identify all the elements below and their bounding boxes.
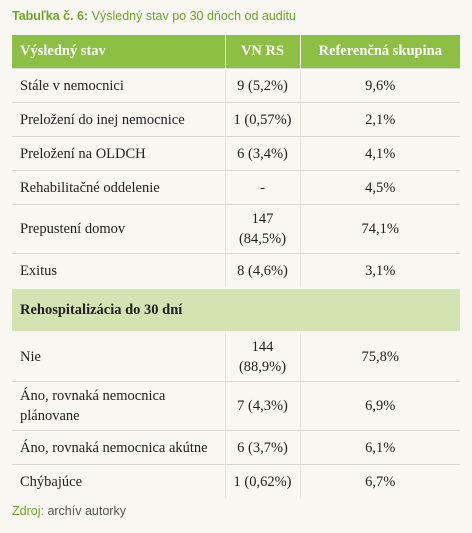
table-cell: Stále v nemocnici <box>12 68 225 103</box>
table-cell: 2,1% <box>299 102 460 137</box>
header-cell: Výsledný stav <box>12 35 225 69</box>
header-row: Výsledný stav VN RS Referenčná skupina <box>12 35 460 69</box>
table-row: Áno, rovnaká nemocnica plánovane 7 (4,3%)… <box>12 381 460 431</box>
header-cell: VN RS <box>224 35 300 69</box>
table-cell: Áno, rovnaká nemocnica plánovane <box>12 381 225 431</box>
table-row: Chýbajúce 1 (0,62%) 6,7% <box>12 464 460 498</box>
caption: Tabuľka č. 6: Výsledný stav po 30 dňoch … <box>12 9 296 23</box>
table-cell: 144 (88,9%) <box>224 331 300 382</box>
table-cell: 6,7% <box>299 464 460 498</box>
table-body: Stále v nemocnici 9 (5,2%) 9,6% Preložení d… <box>12 68 460 498</box>
table-cell: Áno, rovnaká nemocnica akútne <box>12 430 225 465</box>
source-label: Zdroj: <box>12 504 44 518</box>
table-cell: 75,8% <box>299 331 460 382</box>
table-cell: Preložení na OLDCH <box>12 136 225 171</box>
table-cell: 4,1% <box>299 136 460 171</box>
table-cell: Chýbajúce <box>12 464 225 498</box>
table-cell: 1 (0,57%) <box>224 102 300 137</box>
table: Výsledný stav VN RS Referenčná skupina Stá… <box>12 35 460 498</box>
table-row: Preložení na OLDCH 6 (3,4%) 4,1% <box>12 136 460 171</box>
section-row: Rehospitalizácia do 30 dní <box>12 287 460 333</box>
table-cell: 1 (0,62%) <box>224 464 300 498</box>
table-cell: Exitus <box>12 253 225 288</box>
caption-text: Výsledný stav po 30 dňoch od auditu <box>91 9 296 23</box>
source-text: archív autorky <box>47 504 126 518</box>
table-cell: 147 (84,5%) <box>224 204 300 254</box>
table-cell: 6,1% <box>299 430 460 465</box>
table-cell: Prepustení domov <box>12 204 225 254</box>
table-cell: 9 (5,2%) <box>224 68 300 103</box>
table-row: Nie 144 (88,9%) 75,8% <box>12 331 460 382</box>
table-cell: 8 (4,6%) <box>224 253 300 288</box>
table-row: Prepustení domov 147 (84,5%) 74,1% <box>12 204 460 254</box>
header-cell: Referenčná skupina <box>299 35 460 69</box>
table-cell: 4,5% <box>299 170 460 205</box>
table-row: Exitus 8 (4,6%) 3,1% <box>12 253 460 288</box>
table-cell: 3,1% <box>299 253 460 288</box>
table-cell: Preložení do inej nemoc­nice <box>12 102 225 137</box>
table-cell: 7 (4,3%) <box>224 381 300 431</box>
table-row: Áno, rovnaká nemocnica akútne 6 (3,7%) 6,1… <box>12 430 460 465</box>
table-cell: 6 (3,4%) <box>224 136 300 171</box>
table-cell: 6,9% <box>299 381 460 431</box>
table-cell: 74,1% <box>299 204 460 254</box>
table-row: Preložení do inej nemoc­nice 1 (0,57%) 2,1… <box>12 102 460 137</box>
table-cell: Nie <box>12 331 225 382</box>
caption-label: Tabuľka č. 6: <box>12 9 89 23</box>
table-row: Rehabilitačné oddelenie -4,5% <box>12 170 460 205</box>
section-title: Rehospitalizácia do 30 dní <box>12 287 460 333</box>
table-cell: 9,6% <box>299 68 460 103</box>
table-cell: Rehabilitačné oddelenie <box>12 170 225 205</box>
source: Zdroj: archív autorky <box>12 504 126 518</box>
table-cell: 6 (3,7%) <box>224 430 300 465</box>
table-row: Stále v nemocnici 9 (5,2%) 9,6% <box>12 68 460 103</box>
table-cell: - <box>224 170 300 205</box>
